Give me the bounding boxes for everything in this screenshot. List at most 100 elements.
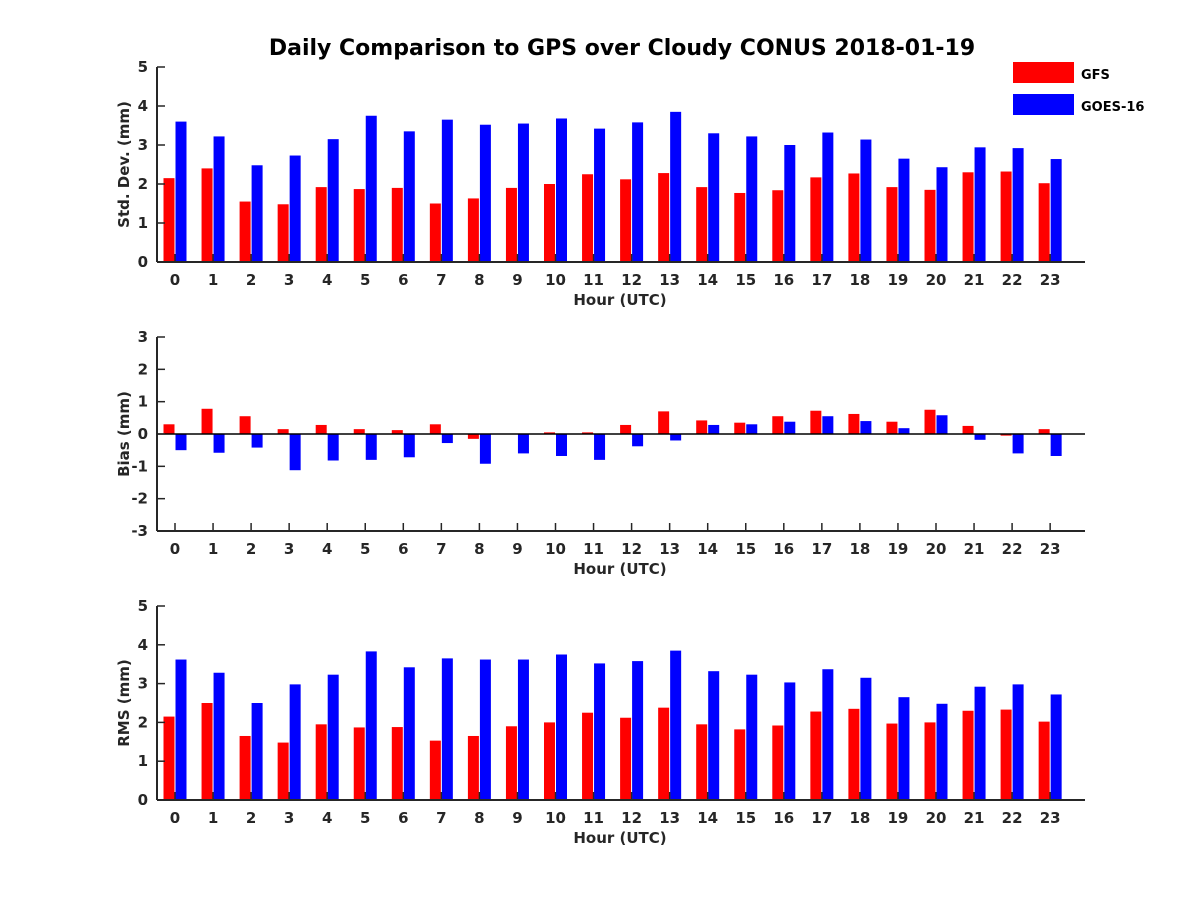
bar-gfs-hour-1 <box>201 168 213 262</box>
x-tick-label: 2 <box>246 540 256 558</box>
bar-goes16-hour-6 <box>403 131 415 262</box>
bar-goes16-hour-15 <box>746 424 758 434</box>
bar-goes16-hour-9 <box>517 434 529 454</box>
bar-gfs-hour-21 <box>962 172 974 262</box>
x-tick-label: 12 <box>621 271 642 289</box>
x-tick-label: 10 <box>545 540 566 558</box>
x-tick-label: 17 <box>811 271 832 289</box>
bar-goes16-hour-12 <box>632 434 644 447</box>
x-tick-label: 18 <box>849 809 870 827</box>
bar-goes16-hour-1 <box>213 136 225 262</box>
x-tick-label: 22 <box>1002 809 1023 827</box>
x-tick-label: 6 <box>398 809 408 827</box>
x-tick-label: 7 <box>436 540 446 558</box>
bar-gfs-hour-3 <box>277 429 289 434</box>
x-tick-label: 11 <box>583 271 604 289</box>
x-tick-label: 9 <box>512 540 522 558</box>
y-tick-label: 3 <box>138 136 148 154</box>
y-tick-label: 0 <box>138 425 148 443</box>
y-tick-label: -2 <box>131 490 148 508</box>
bar-goes16-hour-13 <box>670 650 682 800</box>
bar-gfs-hour-2 <box>239 735 251 800</box>
bar-gfs-hour-20 <box>924 189 936 262</box>
bar-gfs-hour-6 <box>391 430 403 434</box>
bar-gfs-hour-2 <box>239 416 251 434</box>
x-tick-label: 16 <box>773 271 794 289</box>
bar-gfs-hour-15 <box>734 422 746 434</box>
legend-swatch-gfs <box>1013 62 1074 83</box>
x-tick-label: 16 <box>773 809 794 827</box>
bar-goes16-hour-18 <box>860 677 872 800</box>
x-tick-label: 10 <box>545 271 566 289</box>
bar-goes16-hour-9 <box>517 659 529 800</box>
x-tick-label: 14 <box>697 540 718 558</box>
x-tick-label: 14 <box>697 809 718 827</box>
x-tick-label: 14 <box>697 271 718 289</box>
bar-goes16-hour-22 <box>1012 148 1024 262</box>
bar-goes16-hour-23 <box>1050 159 1062 262</box>
bar-gfs-hour-7 <box>429 424 441 434</box>
bar-goes16-hour-21 <box>974 147 986 262</box>
bar-goes16-hour-7 <box>441 658 453 800</box>
bar-goes16-hour-5 <box>365 115 377 262</box>
x-tick-label: 0 <box>170 271 180 289</box>
bar-goes16-hour-2 <box>251 434 263 448</box>
bar-gfs-hour-0 <box>163 424 175 434</box>
bar-goes16-hour-20 <box>936 415 948 434</box>
bar-goes16-hour-8 <box>479 434 491 464</box>
bar-goes16-hour-21 <box>974 434 986 440</box>
bar-goes16-hour-5 <box>365 651 377 800</box>
bar-goes16-hour-8 <box>479 659 491 800</box>
x-tick-label: 1 <box>208 809 218 827</box>
bar-gfs-hour-21 <box>962 710 974 800</box>
bar-gfs-hour-22 <box>1000 171 1012 262</box>
bar-gfs-hour-15 <box>734 192 746 262</box>
bar-gfs-hour-13 <box>658 411 670 434</box>
x-tick-label: 1 <box>208 540 218 558</box>
legend-label-goes16: GOES-16 <box>1081 100 1144 115</box>
bar-goes16-hour-11 <box>594 434 606 460</box>
x-tick-label: 23 <box>1040 540 1061 558</box>
bar-gfs-hour-19 <box>886 723 898 800</box>
x-tick-label: 0 <box>170 540 180 558</box>
bar-gfs-hour-17 <box>810 711 822 800</box>
bar-gfs-hour-12 <box>620 179 632 262</box>
bar-gfs-hour-8 <box>467 434 479 439</box>
bar-gfs-hour-16 <box>772 190 784 262</box>
bar-gfs-hour-10 <box>544 184 555 262</box>
x-tick-label: 11 <box>583 809 604 827</box>
bar-goes16-hour-23 <box>1050 434 1062 456</box>
bar-goes16-hour-7 <box>441 434 453 444</box>
bar-gfs-hour-19 <box>886 187 898 262</box>
legend-label-gfs: GFS <box>1081 68 1110 83</box>
y-tick-label: 1 <box>138 752 148 770</box>
bar-goes16-hour-14 <box>708 671 720 800</box>
bar-gfs-hour-8 <box>467 198 479 262</box>
bar-gfs-hour-0 <box>163 716 175 800</box>
y-tick-label: 4 <box>138 636 148 654</box>
x-tick-label: 13 <box>659 809 680 827</box>
y-axis-label: RMS (mm) <box>115 659 133 746</box>
y-tick-label: -3 <box>131 522 148 540</box>
legend: GFS GOES-16 <box>1013 62 1144 115</box>
bar-goes16-hour-2 <box>251 703 263 800</box>
bar-gfs-hour-6 <box>391 187 403 262</box>
x-tick-label: 23 <box>1040 271 1061 289</box>
bar-gfs-hour-10 <box>544 722 555 800</box>
bar-goes16-hour-8 <box>479 124 491 262</box>
bar-gfs-hour-9 <box>505 187 517 262</box>
bar-goes16-hour-7 <box>441 119 453 263</box>
bar-gfs-hour-8 <box>467 735 479 800</box>
y-tick-label: 2 <box>138 713 148 731</box>
bar-goes16-hour-14 <box>708 424 720 434</box>
x-tick-label: 12 <box>621 540 642 558</box>
x-tick-label: 4 <box>322 271 332 289</box>
y-axis-label: Bias (mm) <box>115 391 133 477</box>
x-tick-label: 18 <box>849 540 870 558</box>
x-tick-label: 2 <box>246 271 256 289</box>
bar-gfs-hour-4 <box>315 724 327 800</box>
bar-gfs-hour-22 <box>1000 709 1012 800</box>
chart-title: Daily Comparison to GPS over Cloudy CONU… <box>269 36 975 61</box>
